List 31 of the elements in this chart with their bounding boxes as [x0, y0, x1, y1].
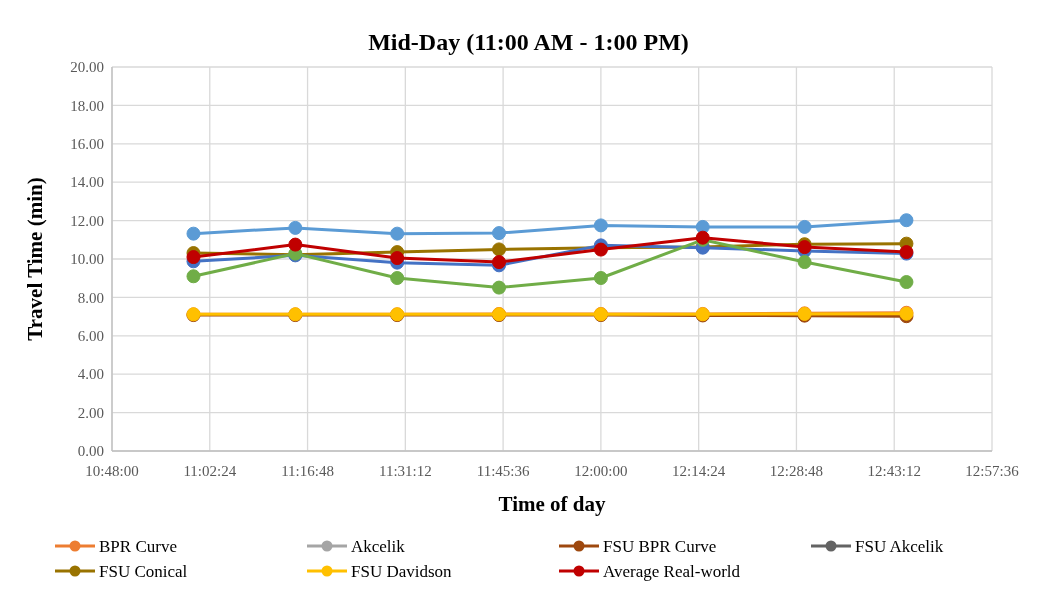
y-tick-label: 18.00 — [70, 97, 104, 114]
y-axis-title: Travel Time (min) — [23, 177, 47, 341]
y-tick-label: 10.00 — [70, 251, 104, 268]
y-tick-label: 12.00 — [70, 212, 104, 229]
y-tick-label: 6.00 — [77, 328, 104, 345]
x-tick-label: 11:31:12 — [378, 463, 432, 479]
x-tick-label: 11:02:24 — [183, 463, 237, 479]
y-tick-label: 8.00 — [77, 289, 104, 306]
x-tick-label: 11:45:36 — [476, 463, 530, 479]
x-tick-label: 12:57:36 — [965, 463, 1020, 479]
legend-label: FSU Akcelik — [855, 536, 944, 556]
x-tick-label: 12:28:48 — [769, 463, 824, 479]
legend-label: BPR Curve — [99, 536, 177, 556]
x-tick-label: 12:00:00 — [574, 463, 628, 479]
legend-label: Average Real-world — [603, 561, 741, 581]
x-tick-label: 12:43:12 — [867, 463, 921, 479]
legend-label: FSU Conical — [99, 561, 188, 581]
y-tick-label: 14.00 — [70, 174, 104, 191]
legend-label: Akcelik — [351, 536, 406, 556]
x-axis-title: Time of day — [498, 492, 606, 516]
legend-label: FSU BPR Curve — [603, 536, 717, 556]
legend-label: FSU Davidson — [351, 561, 453, 581]
y-tick-label: 2.00 — [77, 404, 104, 421]
chart-title: Mid-Day (11:00 AM - 1:00 PM) — [368, 29, 689, 55]
y-tick-label: 20.00 — [70, 59, 104, 76]
x-tick-label: 11:16:48 — [281, 463, 334, 479]
x-tick-label: 12:14:24 — [671, 463, 726, 479]
y-tick-label: 4.00 — [77, 366, 104, 383]
y-tick-label: 16.00 — [70, 136, 104, 153]
x-tick-label: 10:48:00 — [85, 463, 139, 479]
y-tick-label: 0.00 — [77, 443, 104, 460]
